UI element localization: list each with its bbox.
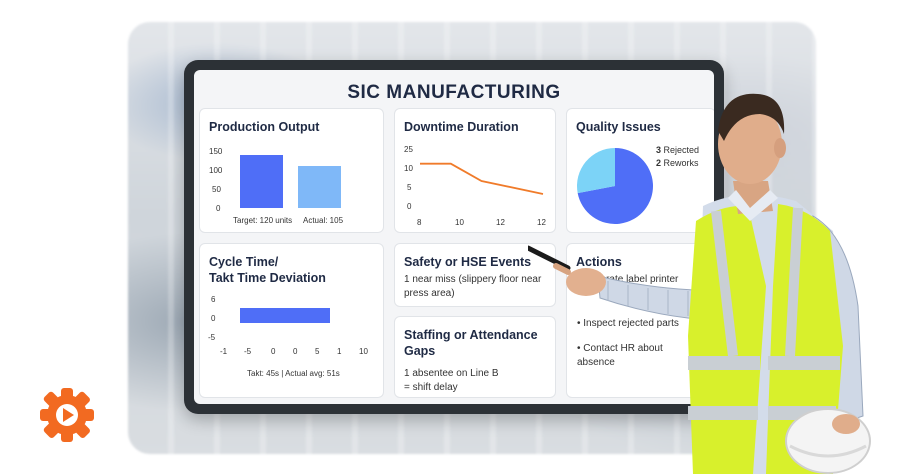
- downtime-y-tick: 25: [404, 145, 413, 154]
- downtime-y-tick: 5: [407, 183, 412, 192]
- safety-events-text: 1 near miss (slippery floor near press a…: [404, 274, 542, 299]
- cycle-x-tick: -1: [220, 347, 228, 356]
- safety-events-card[interactable]: Safety or HSE Events 1 near miss (slippe…: [394, 243, 556, 307]
- downtime-x-tick: 12: [496, 218, 505, 227]
- quality-rejected-count: 3: [656, 145, 662, 155]
- quality-rejected-row: 3 Rejected: [656, 143, 699, 157]
- production-output-title: Production Output: [209, 120, 320, 134]
- quality-reworks-count: 2: [656, 158, 662, 168]
- quality-reworks-row: 2 Reworks: [656, 156, 699, 170]
- downtime-x-tick: 8: [417, 218, 422, 227]
- cycle-y-tick: 6: [211, 295, 216, 304]
- production-y-tick: 0: [216, 204, 221, 213]
- downtime-line-chart: [420, 162, 544, 195]
- production-y-tick: 100: [209, 166, 223, 175]
- staffing-text-line1: 1 absentee on Line B: [404, 368, 499, 379]
- action-item-label: Inspect rejected parts: [583, 318, 679, 329]
- cycle-x-tick: 0: [271, 347, 276, 356]
- downtime-duration-card[interactable]: Downtime Duration 25 10 5 0 8 10 12 12: [394, 108, 556, 233]
- downtime-duration-title: Downtime Duration: [404, 120, 519, 134]
- production-actual-bar: [298, 166, 341, 208]
- staffing-title-line1: Staffing or Attendance: [404, 328, 538, 342]
- pie-slice-rejected: [577, 148, 653, 224]
- staffing-gaps-card[interactable]: Staffing or Attendance Gaps 1 absentee o…: [394, 316, 556, 398]
- staffing-gaps-title: Staffing or Attendance Gaps: [404, 327, 538, 359]
- staffing-text-line2: = shift delay: [404, 382, 458, 393]
- production-y-tick: 150: [209, 147, 223, 156]
- pie-slice-reworks: [577, 148, 615, 194]
- staffing-title-line2: Gaps: [404, 344, 436, 358]
- presenter-person-illustration: [528, 93, 871, 474]
- cycle-time-title-line2: Takt Time Deviation: [209, 271, 326, 285]
- action-item-label: Calibrate label printer: [583, 274, 679, 285]
- production-actual-label: Actual: 105: [303, 216, 344, 225]
- cycle-time-card[interactable]: Cycle Time/ Takt Time Deviation 6 0 -5 -…: [199, 243, 384, 398]
- quality-reworks-label: Reworks: [663, 158, 699, 168]
- action-item-label: Contact HR about absence: [577, 343, 663, 368]
- cycle-time-footer: Takt: 45s | Actual avg: 51s: [247, 369, 340, 378]
- quality-issues-card[interactable]: Quality Issues 3 Rejected 2 Reworks: [566, 108, 714, 233]
- monitor: SIC MANUFACTURING Production Output 150 …: [184, 60, 724, 414]
- quality-rejected-label: Rejected: [663, 145, 700, 155]
- production-target-label: Target: 120 units: [233, 216, 293, 225]
- downtime-x-tick: 10: [455, 218, 464, 227]
- cycle-y-tick: -5: [208, 333, 216, 342]
- production-output-card[interactable]: Production Output 150 100 50 0 Target: 1…: [199, 108, 384, 233]
- cycle-x-tick: 10: [359, 347, 368, 356]
- cycle-time-title-line1: Cycle Time/: [209, 255, 279, 269]
- actions-title: Actions: [576, 255, 622, 269]
- cycle-time-title: Cycle Time/ Takt Time Deviation: [209, 254, 326, 286]
- downtime-x-tick: 12: [537, 218, 546, 227]
- gear-play-logo-icon: [40, 388, 94, 442]
- quality-issues-title: Quality Issues: [576, 120, 661, 134]
- downtime-y-tick: 10: [404, 164, 413, 173]
- dashboard-title: SIC MANUFACTURING: [347, 82, 561, 103]
- action-item: • Inspect rejected parts: [577, 318, 679, 329]
- production-target-bar: [240, 154, 283, 208]
- cycle-y-tick: 0: [211, 314, 216, 323]
- cycle-deviation-bar: [240, 308, 330, 323]
- production-y-tick: 50: [212, 185, 221, 194]
- cycle-x-tick: 0: [293, 347, 298, 356]
- downtime-series-line: [420, 162, 544, 195]
- safety-events-title: Safety or HSE Events: [404, 255, 532, 269]
- cycle-x-tick: 1: [337, 347, 342, 356]
- downtime-y-tick: 0: [407, 202, 412, 211]
- action-item: • Contact HR about absence: [577, 343, 663, 368]
- quality-pie-chart: [577, 148, 653, 224]
- cycle-x-tick: -5: [244, 347, 252, 356]
- cycle-x-tick: 5: [315, 347, 320, 356]
